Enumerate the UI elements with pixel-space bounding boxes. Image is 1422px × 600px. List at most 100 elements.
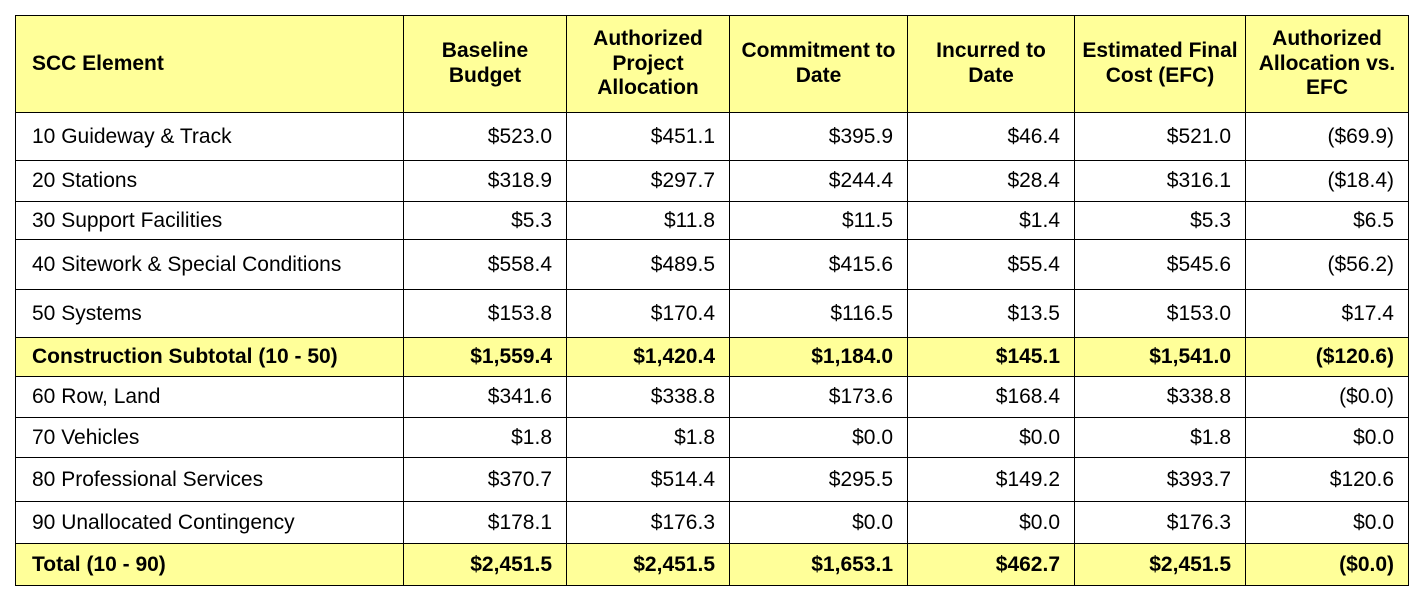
table-row: Construction Subtotal (10 - 50) $1,559.4 $… <box>15 337 1409 377</box>
cell-value: $395.9 <box>729 112 908 161</box>
cell-value: $338.8 <box>1074 376 1246 418</box>
cell-value: $1.8 <box>403 417 567 458</box>
cell-value: $370.7 <box>403 457 567 502</box>
cell-value: $415.6 <box>729 239 908 290</box>
cell-value: ($120.6) <box>1245 337 1409 377</box>
table-row: 80 Professional Services $370.7 $514.4 $295… <box>15 457 1409 502</box>
cell-value: $11.5 <box>729 201 908 240</box>
cell-value: ($0.0) <box>1245 543 1409 586</box>
table-row: 10 Guideway & Track $523.0 $451.1 $395.9 $46… <box>15 112 1409 161</box>
table-row: 50 Systems $153.8 $170.4 $116.5 $13.5 $153.0 $… <box>15 289 1409 338</box>
header-cell: Authorized Allocation vs. EFC <box>1245 15 1409 113</box>
cell-value: $514.4 <box>566 457 730 502</box>
header-cell: Baseline Budget <box>403 15 567 113</box>
cell-value: $341.6 <box>403 376 567 418</box>
cell-value: $523.0 <box>403 112 567 161</box>
cell-value: $11.8 <box>566 201 730 240</box>
cell-value: $145.1 <box>907 337 1075 377</box>
cell-value: $0.0 <box>907 417 1075 458</box>
cell-value: $1.8 <box>1074 417 1246 458</box>
cell-value: $176.3 <box>566 501 730 544</box>
cell-value: $545.6 <box>1074 239 1246 290</box>
cell-value: $393.7 <box>1074 457 1246 502</box>
table-body: 10 Guideway & Track $523.0 $451.1 $395.9 $46… <box>15 112 1409 586</box>
row-label: 50 Systems <box>15 289 404 338</box>
table-row: 40 Sitework & Special Conditions $558.4 $4… <box>15 239 1409 290</box>
cell-value: ($0.0) <box>1245 376 1409 418</box>
cell-value: $451.1 <box>566 112 730 161</box>
row-label: 10 Guideway & Track <box>15 112 404 161</box>
row-label: 20 Stations <box>15 160 404 202</box>
header-cell: SCC Element <box>15 15 404 113</box>
cost-table: SCC Element Baseline Budget Authorized Pro… <box>15 15 1409 586</box>
cell-value: $46.4 <box>907 112 1075 161</box>
cell-value: $0.0 <box>1245 501 1409 544</box>
cell-value: $153.0 <box>1074 289 1246 338</box>
cell-value: $1,559.4 <box>403 337 567 377</box>
cell-value: $316.1 <box>1074 160 1246 202</box>
cell-value: ($69.9) <box>1245 112 1409 161</box>
cell-value: $55.4 <box>907 239 1075 290</box>
cell-value: $0.0 <box>1245 417 1409 458</box>
cell-value: $297.7 <box>566 160 730 202</box>
cell-value: $489.5 <box>566 239 730 290</box>
cell-value: $6.5 <box>1245 201 1409 240</box>
cell-value: $28.4 <box>907 160 1075 202</box>
cell-value: $5.3 <box>1074 201 1246 240</box>
row-label: 30 Support Facilities <box>15 201 404 240</box>
cell-value: $168.4 <box>907 376 1075 418</box>
table-row: 20 Stations $318.9 $297.7 $244.4 $28.4 $316.1… <box>15 160 1409 202</box>
cell-value: $1.4 <box>907 201 1075 240</box>
table-header: SCC Element Baseline Budget Authorized Pro… <box>15 15 1409 113</box>
cell-value: $2,451.5 <box>1074 543 1246 586</box>
table-row: Total (10 - 90) $2,451.5 $2,451.5 $1,653.1 $… <box>15 543 1409 586</box>
cell-value: $2,451.5 <box>403 543 567 586</box>
cell-value: $13.5 <box>907 289 1075 338</box>
cell-value: $149.2 <box>907 457 1075 502</box>
cell-value: $176.3 <box>1074 501 1246 544</box>
cell-value: $1,541.0 <box>1074 337 1246 377</box>
cell-value: $173.6 <box>729 376 908 418</box>
table-row: 90 Unallocated Contingency $178.1 $176.3 $0… <box>15 501 1409 544</box>
cell-value: $0.0 <box>729 501 908 544</box>
cell-value: ($18.4) <box>1245 160 1409 202</box>
cell-value: $318.9 <box>403 160 567 202</box>
cell-value: $170.4 <box>566 289 730 338</box>
cell-value: $462.7 <box>907 543 1075 586</box>
cell-value: $1,420.4 <box>566 337 730 377</box>
row-label: 70 Vehicles <box>15 417 404 458</box>
cell-value: ($56.2) <box>1245 239 1409 290</box>
cell-value: $116.5 <box>729 289 908 338</box>
cell-value: $0.0 <box>729 417 908 458</box>
cell-value: $1.8 <box>566 417 730 458</box>
cell-value: $2,451.5 <box>566 543 730 586</box>
cell-value: $1,653.1 <box>729 543 908 586</box>
cell-value: $1,184.0 <box>729 337 908 377</box>
header-cell: Commitment to Date <box>729 15 908 113</box>
cell-value: $558.4 <box>403 239 567 290</box>
row-label: 90 Unallocated Contingency <box>15 501 404 544</box>
table-row: 60 Row, Land $341.6 $338.8 $173.6 $168.4 $338… <box>15 376 1409 418</box>
header-cell: Authorized Project Allocation <box>566 15 730 113</box>
cell-value: $338.8 <box>566 376 730 418</box>
cell-value: $17.4 <box>1245 289 1409 338</box>
row-label: 40 Sitework & Special Conditions <box>15 239 404 290</box>
row-label: Total (10 - 90) <box>15 543 404 586</box>
row-label: 80 Professional Services <box>15 457 404 502</box>
cell-value: $244.4 <box>729 160 908 202</box>
table-row: 30 Support Facilities $5.3 $11.8 $11.5 $1.4 $… <box>15 201 1409 240</box>
cell-value: $153.8 <box>403 289 567 338</box>
cell-value: $521.0 <box>1074 112 1246 161</box>
row-label: Construction Subtotal (10 - 50) <box>15 337 404 377</box>
cell-value: $5.3 <box>403 201 567 240</box>
table-row: 70 Vehicles $1.8 $1.8 $0.0 $0.0 $1.8 $0.0 <box>15 417 1409 458</box>
cell-value: $0.0 <box>907 501 1075 544</box>
row-label: 60 Row, Land <box>15 376 404 418</box>
header-row: SCC Element Baseline Budget Authorized Pro… <box>15 15 1409 113</box>
cell-value: $295.5 <box>729 457 908 502</box>
header-cell: Estimated Final Cost (EFC) <box>1074 15 1246 113</box>
table-wrapper: SCC Element Baseline Budget Authorized Pro… <box>15 15 1409 586</box>
cell-value: $178.1 <box>403 501 567 544</box>
cell-value: $120.6 <box>1245 457 1409 502</box>
